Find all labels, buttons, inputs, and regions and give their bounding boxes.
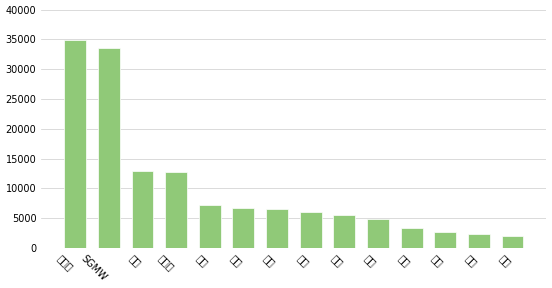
Bar xyxy=(266,209,288,248)
Bar xyxy=(199,205,221,248)
Bar xyxy=(98,48,120,248)
Bar xyxy=(232,208,254,248)
Bar xyxy=(434,232,456,248)
Bar xyxy=(468,234,490,248)
Bar xyxy=(64,40,86,248)
Bar xyxy=(333,215,355,248)
Bar xyxy=(300,212,322,248)
Bar xyxy=(502,236,523,248)
Bar xyxy=(401,228,422,248)
Bar xyxy=(165,172,187,248)
Bar xyxy=(131,170,153,248)
Bar xyxy=(367,219,389,248)
